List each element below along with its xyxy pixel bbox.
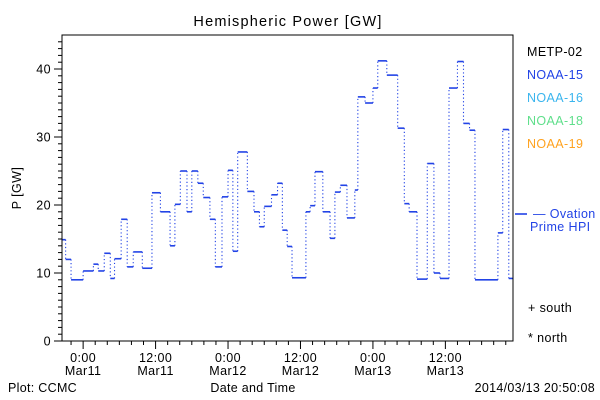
x-tick-label-time: 12:00 <box>429 351 462 365</box>
legend-south-marker: + south <box>528 301 572 315</box>
y-tick-label: 40 <box>36 63 51 77</box>
x-tick-label-date: Mar11 <box>65 364 102 378</box>
x-tick-label-date: Mar12 <box>209 364 246 378</box>
y-axis-tick-labels: 0 10 20 30 40 <box>36 63 51 349</box>
legend-satellite-noaa-19: NOAA-19 <box>527 137 583 151</box>
x-axis-ticks <box>70 341 507 349</box>
x-axis-tick-labels: 0:00Mar1112:00Mar110:00Mar1212:00Mar120:… <box>65 351 464 378</box>
y-axis-title: P [GW] <box>10 167 24 209</box>
plot-frame <box>61 34 514 342</box>
chart-title: Hemispheric Power [GW] <box>193 14 382 30</box>
ovation-legend-label-line1: — Ovation <box>533 207 596 221</box>
x-tick-label-time: 0:00 <box>215 351 241 365</box>
legend-satellite-metp-02: METP-02 <box>527 45 583 59</box>
x-tick-label-time: 0:00 <box>70 351 96 365</box>
ovation-legend: — Ovation Prime HPI <box>515 207 596 234</box>
x-tick-label-date: Mar12 <box>282 364 319 378</box>
x-tick-label-date: Mar13 <box>354 364 391 378</box>
ovation-legend-label-line2: Prime HPI <box>530 220 591 234</box>
y-tick-label: 0 <box>44 335 51 349</box>
legend-satellite-noaa-15: NOAA-15 <box>527 68 583 82</box>
y-tick-label: 10 <box>36 267 51 281</box>
x-tick-label-time: 12:00 <box>284 351 317 365</box>
legend-satellite-noaa-16: NOAA-16 <box>527 91 583 105</box>
y-axis-ticks <box>54 41 62 342</box>
footer-timestamp: 2014/03/13 20:50:08 <box>475 381 595 395</box>
x-axis-title: Date and Time <box>210 381 295 395</box>
x-tick-label-time: 0:00 <box>360 351 386 365</box>
x-tick-label-date: Mar13 <box>427 364 464 378</box>
legend-north-marker: * north <box>528 331 568 345</box>
legend-satellite-noaa-18: NOAA-18 <box>527 114 583 128</box>
x-tick-label-date: Mar11 <box>137 364 174 378</box>
footer-plot-source: Plot: CCMC <box>8 381 77 395</box>
y-tick-label: 30 <box>36 131 51 145</box>
x-tick-label-time: 12:00 <box>139 351 172 365</box>
y-tick-label: 20 <box>36 199 51 213</box>
data-series-ovation-hpi <box>62 60 513 281</box>
satellite-legend: METP-02 NOAA-15 NOAA-16 NOAA-18 NOAA-19 <box>527 45 583 151</box>
